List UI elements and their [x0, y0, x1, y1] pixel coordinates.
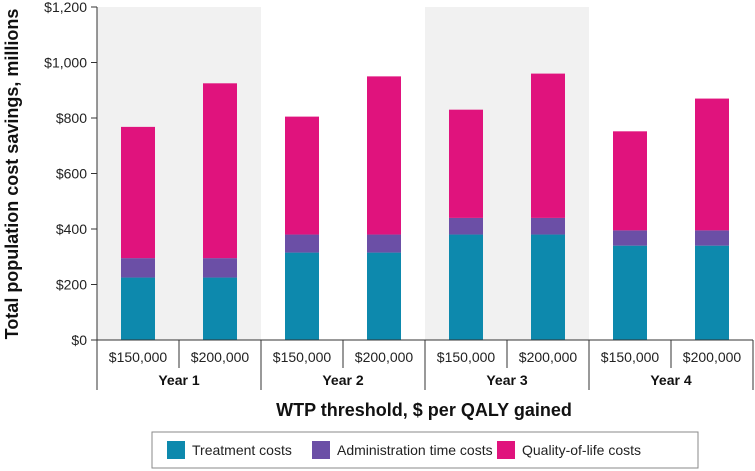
group-label: Year 4: [650, 372, 691, 388]
legend-label: Treatment costs: [192, 442, 292, 458]
category-label: $150,000: [437, 349, 496, 365]
legend-swatch: [167, 441, 185, 459]
legend: Treatment costs Administration time costs…: [151, 431, 699, 469]
bar-segment-quality-of-life-costs: [449, 109, 483, 218]
y-tick-label: $800: [56, 110, 87, 126]
bars: [121, 73, 729, 340]
category-label: $200,000: [683, 349, 742, 365]
bar-segment-administration-time-costs: [367, 234, 401, 253]
bar-segment-treatment-costs: [121, 277, 155, 340]
category-label: $150,000: [109, 349, 168, 365]
category-label: $200,000: [519, 349, 578, 365]
group-label: Year 3: [486, 372, 527, 388]
x-axis-title: WTP threshold, $ per QALY gained: [276, 400, 572, 420]
bar-segment-administration-time-costs: [285, 234, 319, 253]
bar-segment-quality-of-life-costs: [203, 83, 237, 259]
y-tick-label: $200: [56, 277, 87, 293]
bar-segment-administration-time-costs: [531, 217, 565, 235]
y-tick-label: $1,200: [44, 0, 87, 15]
bar-segment-treatment-costs: [203, 277, 237, 340]
y-tick-label: $400: [56, 221, 87, 237]
category-label: $200,000: [191, 349, 250, 365]
bar-segment-quality-of-life-costs: [531, 73, 565, 218]
y-axis-title: Total population cost savings, millions: [2, 9, 22, 340]
y-tick-label: $1,000: [44, 55, 87, 71]
bar-segment-treatment-costs: [285, 252, 319, 340]
category-label: $150,000: [601, 349, 660, 365]
bar-segment-administration-time-costs: [695, 230, 729, 246]
bar-segment-administration-time-costs: [121, 258, 155, 278]
bar-segment-quality-of-life-costs: [285, 116, 319, 235]
legend-swatch: [497, 441, 515, 459]
bar-segment-treatment-costs: [695, 245, 729, 340]
bar-segment-treatment-costs: [367, 252, 401, 340]
bar-segment-quality-of-life-costs: [695, 98, 729, 231]
bar-segment-administration-time-costs: [449, 217, 483, 235]
y-tick-label: $0: [71, 332, 87, 348]
bar-segment-administration-time-costs: [203, 258, 237, 278]
category-label: $150,000: [273, 349, 332, 365]
bar-segment-administration-time-costs: [613, 230, 647, 246]
bar-segment-treatment-costs: [531, 234, 565, 340]
y-axis: $0 $200 $400 $600 $800 $1,000 $1,200: [44, 0, 98, 348]
x-axis: Year 1 Year 2 Year 3 Year 4 $150,000 $200,000…: [96, 339, 754, 390]
bar-segment-quality-of-life-costs: [367, 76, 401, 235]
bar-segment-quality-of-life-costs: [121, 126, 155, 259]
group-shading: [97, 7, 589, 340]
group-label: Year 2: [322, 372, 363, 388]
bar-segment-treatment-costs: [449, 234, 483, 340]
legend-label: Quality-of-life costs: [522, 442, 641, 458]
bar-segment-quality-of-life-costs: [613, 131, 647, 231]
legend-label: Administration time costs: [337, 442, 493, 458]
group-label: Year 1: [158, 372, 199, 388]
legend-swatch: [312, 441, 330, 459]
y-tick-label: $600: [56, 166, 87, 182]
legend-box: [151, 431, 699, 469]
category-label: $200,000: [355, 349, 414, 365]
bar-segment-treatment-costs: [613, 245, 647, 340]
